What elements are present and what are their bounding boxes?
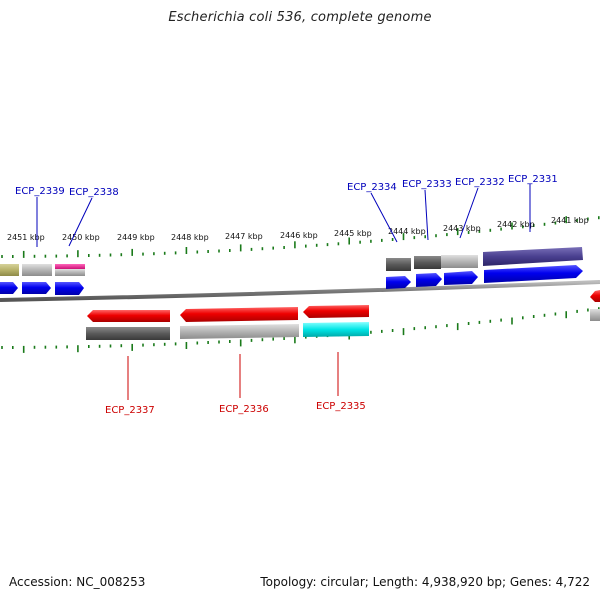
ruler-label: 2447 kbp	[225, 232, 263, 241]
ruler-ticks-upper	[1, 216, 600, 258]
ruler-label: 2446 kbp	[280, 231, 318, 240]
cds-arrow-forward	[444, 271, 478, 285]
feature-block	[55, 264, 85, 269]
feature-block	[22, 264, 52, 276]
feature-track-lower	[86, 309, 600, 340]
ruler-label: 2444 kbp	[388, 227, 426, 236]
cds-arrow-forward	[484, 265, 583, 283]
feature-block	[0, 264, 19, 276]
cds-arrow-forward	[0, 282, 18, 294]
leader-line	[68, 197, 93, 247]
map-title: Escherichia coli 536, complete genome	[168, 10, 432, 25]
feature-block	[303, 322, 369, 337]
cds-arrow-forward	[22, 282, 51, 294]
ruler-label: 2448 kbp	[171, 233, 209, 242]
gene-label: ECP_2333	[402, 179, 452, 190]
feature-block	[180, 324, 299, 339]
ruler-label: 2449 kbp	[117, 233, 155, 242]
cds-arrow-forward	[416, 273, 442, 287]
leader-line	[424, 189, 429, 241]
leader-line	[370, 192, 398, 243]
gene-label: ECP_2337	[105, 405, 155, 416]
feature-block	[55, 269, 85, 276]
ruler-labels: 2451 kbp 2450 kbp 2449 kbp 2448 kbp 2447…	[7, 216, 589, 242]
gene-label: ECP_2339	[15, 186, 65, 197]
gene-labels-upper: ECP_2339 ECP_2338 ECP_2334 ECP_2333 ECP_…	[15, 174, 558, 247]
leader-line	[459, 187, 479, 239]
ruler-label: 2445 kbp	[334, 229, 372, 238]
accession-label: Accession: NC_008253	[9, 575, 146, 589]
cds-track-forward	[0, 265, 583, 295]
cds-arrow-forward	[55, 282, 84, 295]
ruler-label: 2442 kbp	[497, 220, 535, 229]
cds-arrow-reverse	[303, 305, 369, 318]
gene-label: ECP_2338	[69, 187, 119, 198]
cds-track-reverse	[87, 290, 600, 322]
ruler-label: 2450 kbp	[62, 233, 100, 242]
cds-arrow-reverse	[87, 310, 170, 322]
gene-label: ECP_2332	[455, 177, 505, 188]
ruler-label: 2443 kbp	[443, 224, 481, 233]
feature-block	[483, 247, 583, 266]
cds-arrow-reverse	[590, 290, 600, 302]
feature-block	[86, 327, 170, 340]
cds-arrow-reverse	[180, 307, 298, 322]
feature-block	[414, 256, 441, 269]
genome-backbone	[0, 280, 600, 302]
feature-block	[441, 255, 478, 268]
gene-label: ECP_2335	[316, 401, 366, 412]
feature-block	[386, 258, 411, 271]
gene-label: ECP_2334	[347, 182, 397, 193]
ruler-label: 2451 kbp	[7, 233, 45, 242]
ruler-label: 2441 kbp	[551, 216, 589, 225]
feature-block	[590, 309, 600, 321]
ruler-ticks-lower	[1, 307, 600, 353]
cds-arrow-forward	[386, 276, 411, 289]
topology-label: Topology: circular; Length: 4,938,920 bp…	[260, 575, 590, 589]
gene-label: ECP_2331	[508, 174, 558, 185]
feature-track-upper	[0, 247, 583, 276]
gene-labels-lower: ECP_2337 ECP_2336 ECP_2335	[105, 352, 366, 416]
gene-label: ECP_2336	[219, 404, 269, 415]
